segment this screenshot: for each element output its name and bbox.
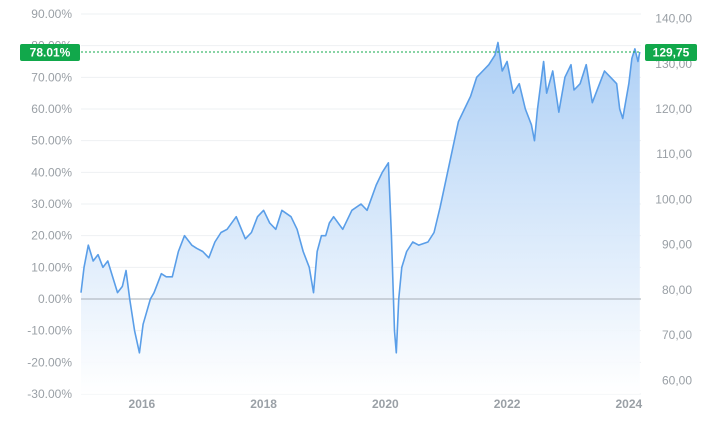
current-value-marker: 78.01% 129,75 xyxy=(20,43,697,61)
right-tick-label: 60,00 xyxy=(662,373,692,387)
current-percent-badge xyxy=(20,43,80,61)
left-tick-label: 60.00% xyxy=(31,102,72,116)
x-tick-label: 2024 xyxy=(615,397,642,411)
left-tick-label: 20.00% xyxy=(31,229,72,243)
current-percent-label: 78.01% xyxy=(30,45,71,59)
current-price-badge xyxy=(645,43,697,61)
x-tick-label: 2022 xyxy=(494,397,521,411)
area-fill xyxy=(81,42,640,394)
left-tick-label: 30.00% xyxy=(31,197,72,211)
left-axis: -30.00% -20.00% -10.00% 0.00% 10.00% 20.00% 30… xyxy=(27,7,72,401)
left-tick-label: -30.00% xyxy=(27,387,72,401)
right-tick-label: 100,00 xyxy=(655,192,692,206)
line-layer xyxy=(80,41,641,354)
left-tick-label: 40.00% xyxy=(31,165,72,179)
x-axis: 2016 2018 2020 2022 2024 xyxy=(129,397,643,411)
x-tick-label: 2016 xyxy=(129,397,156,411)
series-line xyxy=(80,41,641,354)
x-tick-label: 2020 xyxy=(372,397,399,411)
right-tick-label: 110,00 xyxy=(656,147,692,161)
right-axis: 60,0070,0080,0090,00100,00110,00120,0013… xyxy=(655,12,692,388)
right-tick-label: 140,00 xyxy=(655,12,692,26)
left-tick-label: 50.00% xyxy=(31,134,72,148)
right-tick-label: 70,00 xyxy=(662,328,692,342)
x-tick-label: 2018 xyxy=(250,397,277,411)
area-layer xyxy=(81,42,640,394)
left-tick-label: 0.00% xyxy=(38,292,72,306)
left-tick-label: 90.00% xyxy=(31,7,72,21)
right-tick-label: 120,00 xyxy=(655,102,692,116)
left-tick-label: 70.00% xyxy=(31,70,72,84)
left-tick-label: -10.00% xyxy=(27,324,72,338)
right-tick-label: 80,00 xyxy=(662,283,692,297)
current-price-label: 129,75 xyxy=(653,45,690,59)
right-tick-label: 90,00 xyxy=(662,238,692,252)
left-tick-label: 10.00% xyxy=(31,260,72,274)
left-tick-label: -20.00% xyxy=(27,355,72,369)
